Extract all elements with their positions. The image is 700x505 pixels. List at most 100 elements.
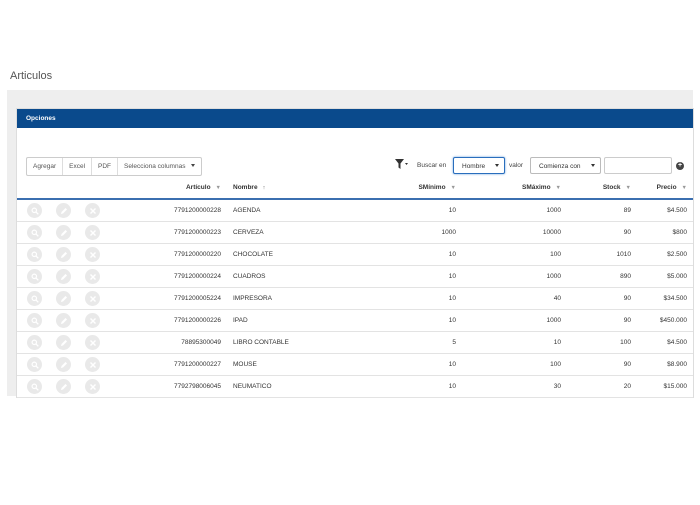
select-columns-label: Selecciona columnas [124,163,186,170]
delete-icon[interactable] [85,357,100,372]
delete-icon[interactable] [85,291,100,306]
column-header-nombre[interactable]: Nombre ↑ [227,177,357,200]
select-columns-button[interactable]: Selecciona columnas [118,158,201,175]
edit-icon[interactable] [56,379,71,394]
filter-funnel-icon[interactable] [395,159,409,171]
view-icon[interactable] [27,247,42,262]
column-header-sminimo[interactable]: SMínimo ▼ [357,177,462,200]
sort-icon: ▼ [681,185,687,191]
delete-icon[interactable] [85,247,100,262]
cell-smaximo: 1000 [462,265,567,288]
toolbar: Agregar Excel PDF Selecciona columnas Bu… [17,128,693,176]
cell-articulo: 7791200000226 [117,309,227,332]
cell-precio: $5.000 [637,265,693,288]
table-row[interactable]: 78895300049 LIBRO CONTABLE 5 10 100 $4.500 [17,331,693,354]
page-title: Articulos [10,70,53,82]
table-row[interactable]: 7791200000224 CUADROS 10 1000 890 $5.000 [17,265,693,288]
edit-icon[interactable] [56,291,71,306]
view-icon[interactable] [27,291,42,306]
view-icon[interactable] [27,203,42,218]
cell-precio: $2.500 [637,243,693,266]
column-header-articulo[interactable]: Artículo ▼ [117,177,227,200]
cell-sminimo: 5 [357,331,462,354]
cell-stock: 890 [567,265,637,288]
delete-icon[interactable] [85,269,100,284]
column-header-label: Nombre [233,184,258,191]
edit-icon[interactable] [56,335,71,350]
edit-icon[interactable] [56,225,71,240]
view-icon[interactable] [27,335,42,350]
column-header-label: Precio [656,184,677,191]
delete-icon[interactable] [85,335,100,350]
column-header-label: SMáximo [522,184,551,191]
plus-circle-icon[interactable]: + [676,162,684,170]
cell-stock: 90 [567,221,637,244]
actions-header [17,177,117,200]
cell-precio: $4.500 [637,331,693,354]
cell-smaximo: 40 [462,287,567,310]
delete-icon[interactable] [85,225,100,240]
search-field-select[interactable]: Hombre [453,157,505,174]
row-actions [17,265,117,288]
match-mode-select[interactable]: Comienza con [530,157,601,174]
cell-precio: $34.500 [637,287,693,310]
cell-nombre: NEUMATICO [227,375,357,398]
row-actions [17,353,117,376]
cell-stock: 89 [567,199,637,222]
column-header-precio[interactable]: Precio ▼ [637,177,693,200]
sort-icon: ▼ [555,185,561,191]
value-label: valor [509,162,524,169]
excel-export-button[interactable]: Excel [63,158,93,175]
row-actions [17,331,117,354]
view-icon[interactable] [27,357,42,372]
row-actions [17,375,117,398]
view-icon[interactable] [27,379,42,394]
cell-sminimo: 10 [357,265,462,288]
table-row[interactable]: 7791200000220 CHOCOLATE 10 100 1010 $2.500 [17,243,693,266]
table-row[interactable]: 7792798006045 NEUMATICO 10 30 20 $15.000 [17,375,693,398]
cell-sminimo: 10 [357,375,462,398]
search-value-input[interactable] [604,157,672,174]
view-icon[interactable] [27,269,42,284]
caret-down-icon [191,164,196,167]
cell-stock: 90 [567,287,637,310]
cell-articulo: 7791200000223 [117,221,227,244]
delete-icon[interactable] [85,313,100,328]
cell-smaximo: 1000 [462,199,567,222]
cell-precio: $4.500 [637,199,693,222]
table-row[interactable]: 7791200000226 IPAD 10 1000 90 $450.000 [17,309,693,332]
delete-icon[interactable] [85,203,100,218]
cell-stock: 20 [567,375,637,398]
table-row[interactable]: 7791200005224 IMPRESORA 10 40 90 $34.500 [17,287,693,310]
cell-smaximo: 1000 [462,309,567,332]
view-icon[interactable] [27,225,42,240]
cell-precio: $450.000 [637,309,693,332]
table-row[interactable]: 7791200000227 MOUSE 10 100 90 $8.900 [17,353,693,376]
row-actions [17,199,117,222]
column-header-smaximo[interactable]: SMáximo ▼ [462,177,567,200]
add-button[interactable]: Agregar [27,158,64,175]
sort-icon: ▼ [450,185,456,191]
table-row[interactable]: 7791200000223 CERVEZA 1000 10000 90 $800 [17,221,693,244]
edit-icon[interactable] [56,203,71,218]
view-icon[interactable] [27,313,42,328]
cell-sminimo: 1000 [357,221,462,244]
edit-icon[interactable] [56,247,71,262]
sort-ascending-icon: ↑ [262,185,266,191]
delete-icon[interactable] [85,379,100,394]
cell-articulo: 7791200000228 [117,199,227,222]
pdf-export-button[interactable]: PDF [92,158,119,175]
cell-sminimo: 10 [357,199,462,222]
table-row[interactable]: 7791200000228 AGENDA 10 1000 89 $4.500 [17,199,693,222]
cell-articulo: 7791200005224 [117,287,227,310]
edit-icon[interactable] [56,357,71,372]
cell-stock: 90 [567,353,637,376]
cell-nombre: CUADROS [227,265,357,288]
edit-icon[interactable] [56,313,71,328]
edit-icon[interactable] [56,269,71,284]
cell-nombre: LIBRO CONTABLE [227,331,357,354]
column-header-label: Artículo [185,184,211,191]
column-header-stock[interactable]: Stock ▼ [567,177,637,200]
chevron-down-icon [495,164,499,167]
cell-smaximo: 100 [462,353,567,376]
